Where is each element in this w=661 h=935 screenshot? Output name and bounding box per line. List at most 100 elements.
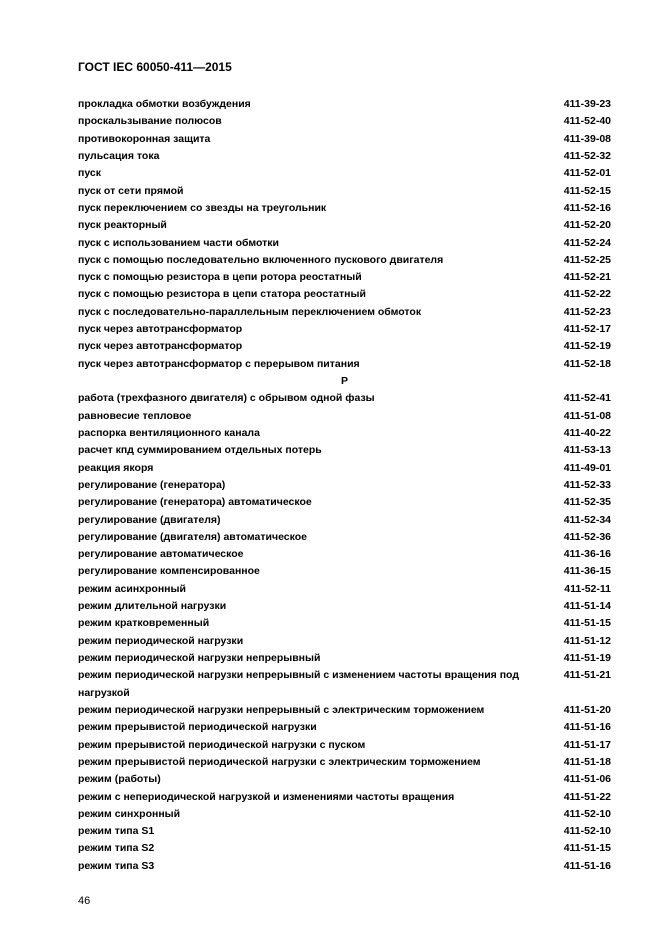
index-term: пуск через автотрансформатор: [78, 321, 564, 338]
index-code: 411-52-22: [564, 286, 611, 303]
index-code: 411-39-23: [564, 96, 611, 113]
index-term: режим прерывистой периодической нагрузки…: [78, 754, 564, 771]
index-row: пуск переключением со звезды на треуголь…: [78, 200, 611, 217]
index-code: 411-39-08: [564, 131, 611, 148]
index-code: 411-52-23: [564, 304, 611, 321]
index-row: режим типа S1411-52-10: [78, 823, 611, 840]
index-term: реакция якоря: [78, 460, 564, 477]
page-number: 46: [78, 895, 611, 907]
index-code: 411-51-15: [564, 615, 611, 632]
index-code: 411-51-15: [564, 840, 611, 857]
index-row: регулирование компенсированное411-36-15: [78, 563, 611, 580]
index-term: режим типа S3: [78, 858, 564, 875]
document-page: ГОСТ IEC 60050-411—2015 прокладка обмотк…: [0, 0, 661, 927]
document-header: ГОСТ IEC 60050-411—2015: [78, 60, 611, 74]
index-term: режим прерывистой периодической нагрузки…: [78, 737, 564, 754]
index-code: 411-52-20: [564, 217, 611, 234]
index-code: 411-52-10: [564, 823, 611, 840]
index-row: режим периодической нагрузки411-51-12: [78, 633, 611, 650]
index-row: режим прерывистой периодической нагрузки…: [78, 719, 611, 736]
index-term: проскальзывание полюсов: [78, 113, 564, 130]
index-term: режим типа S1: [78, 823, 564, 840]
index-code: 411-52-19: [564, 338, 611, 355]
index-code: 411-51-18: [564, 754, 611, 771]
index-code: 411-52-15: [564, 183, 611, 200]
index-row: режим периодической нагрузки непрерывный…: [78, 650, 611, 667]
index-code: 411-52-24: [564, 235, 611, 252]
index-row: пуск с использованием части обмотки411-5…: [78, 235, 611, 252]
index-term: режим типа S2: [78, 840, 564, 857]
index-term: пуск с использованием части обмотки: [78, 235, 564, 252]
index-row: режим прерывистой периодической нагрузки…: [78, 754, 611, 771]
index-row: пуск реакторный411-52-20: [78, 217, 611, 234]
index-row: пуск с последовательно-параллельным пере…: [78, 304, 611, 321]
index-row: пуск411-52-01: [78, 165, 611, 182]
index-term: прокладка обмотки возбуждения: [78, 96, 564, 113]
index-term: регулирование компенсированное: [78, 563, 564, 580]
index-row: пуск через автотрансформатор411-52-19: [78, 338, 611, 355]
index-term: равновесие тепловое: [78, 408, 564, 425]
index-row: прокладка обмотки возбуждения411-39-23: [78, 96, 611, 113]
index-term: режим кратковременный: [78, 615, 564, 632]
index-term: распорка вентиляционного канала: [78, 425, 564, 442]
index-code: 411-40-22: [564, 425, 611, 442]
index-code: 411-52-11: [564, 581, 611, 598]
index-code: 411-52-40: [564, 113, 611, 130]
index-code: 411-36-15: [564, 563, 611, 580]
index-term: пуск с помощью резистора в цепи ротора р…: [78, 269, 564, 286]
index-code: 411-52-17: [564, 321, 611, 338]
index-term: пуск с помощью последовательно включенно…: [78, 252, 564, 269]
index-term: расчет кпд суммированием отдельных потер…: [78, 442, 564, 459]
index-term: работа (трехфазного двигателя) с обрывом…: [78, 390, 564, 407]
index-code: 411-52-35: [564, 494, 611, 511]
index-code: 411-52-32: [564, 148, 611, 165]
index-row: режим периодической нагрузки непрерывный…: [78, 667, 611, 702]
index-block-b: работа (трехфазного двигателя) с обрывом…: [78, 390, 611, 875]
index-term: регулирование (генератора): [78, 477, 564, 494]
index-term: режим длительной нагрузки: [78, 598, 564, 615]
index-row: противокоронная защита411-39-08: [78, 131, 611, 148]
index-row: реакция якоря411-49-01: [78, 460, 611, 477]
index-term: пуск: [78, 165, 564, 182]
index-code: 411-51-20: [564, 702, 611, 719]
index-code: 411-52-16: [564, 200, 611, 217]
index-code: 411-52-10: [564, 806, 611, 823]
index-term: режим периодической нагрузки непрерывный…: [78, 702, 564, 719]
index-code: 411-52-33: [564, 477, 611, 494]
index-row: пуск от сети прямой411-52-15: [78, 183, 611, 200]
index-term: пуск реакторный: [78, 217, 564, 234]
index-code: 411-49-01: [564, 460, 611, 477]
index-code: 411-51-08: [564, 408, 611, 425]
index-term: режим периодической нагрузки непрерывный…: [78, 667, 564, 702]
index-term: режим асинхронный: [78, 581, 564, 598]
index-term: пуск через автотрансформатор с перерывом…: [78, 356, 564, 373]
index-block-a: прокладка обмотки возбуждения411-39-23пр…: [78, 96, 611, 373]
index-row: пуск с помощью резистора в цепи ротора р…: [78, 269, 611, 286]
index-row: режим типа S3411-51-16: [78, 858, 611, 875]
index-code: 411-51-16: [564, 858, 611, 875]
index-row: пульсация тока411-52-32: [78, 148, 611, 165]
index-row: режим синхронный411-52-10: [78, 806, 611, 823]
index-row: режим прерывистой периодической нагрузки…: [78, 737, 611, 754]
index-row: распорка вентиляционного канала411-40-22: [78, 425, 611, 442]
index-code: 411-52-36: [564, 529, 611, 546]
index-term: пуск с последовательно-параллельным пере…: [78, 304, 564, 321]
index-row: регулирование (двигателя) автоматическое…: [78, 529, 611, 546]
index-code: 411-51-22: [564, 789, 611, 806]
index-term: пульсация тока: [78, 148, 564, 165]
index-term: регулирование автоматическое: [78, 546, 564, 563]
index-row: регулирование автоматическое411-36-16: [78, 546, 611, 563]
index-row: пуск с помощью резистора в цепи статора …: [78, 286, 611, 303]
index-term: режим (работы): [78, 771, 564, 788]
index-code: 411-52-21: [564, 269, 611, 286]
index-row: равновесие тепловое411-51-08: [78, 408, 611, 425]
index-code: 411-51-16: [564, 719, 611, 736]
index-row: пуск через автотрансформатор с перерывом…: [78, 356, 611, 373]
index-row: режим асинхронный411-52-11: [78, 581, 611, 598]
index-term: пуск с помощью резистора в цепи статора …: [78, 286, 564, 303]
index-code: 411-36-16: [564, 546, 611, 563]
index-code: 411-52-25: [564, 252, 611, 269]
index-row: проскальзывание полюсов411-52-40: [78, 113, 611, 130]
index-row: режим типа S2411-51-15: [78, 840, 611, 857]
index-term: режим периодической нагрузки: [78, 633, 564, 650]
